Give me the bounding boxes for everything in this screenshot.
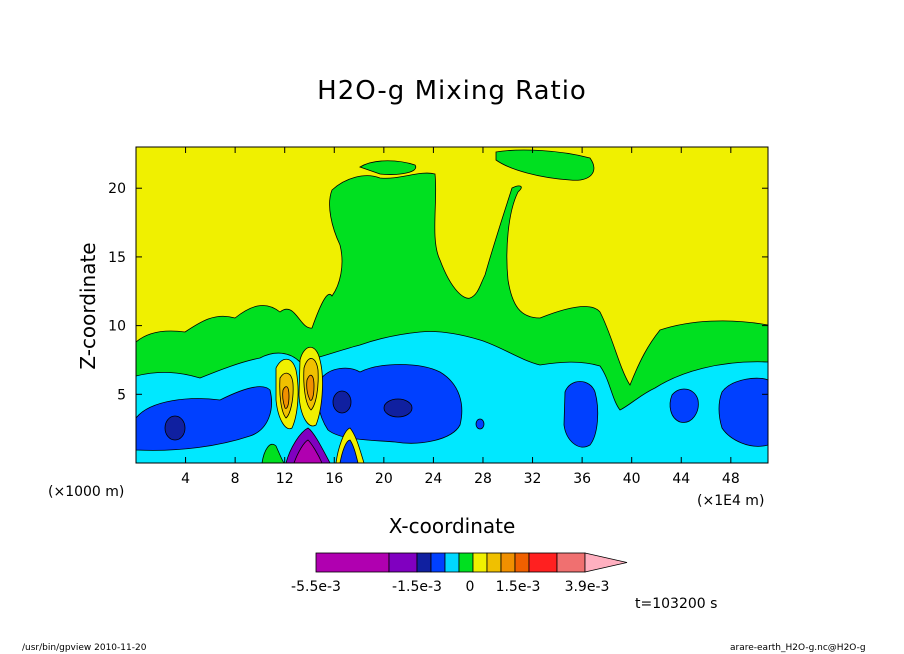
x-unit-left: (×1000 m) bbox=[48, 484, 125, 500]
colorbar-arrow bbox=[584, 552, 628, 573]
time-label: t=103200 s bbox=[635, 596, 718, 612]
region-blue-core-right1 bbox=[563, 381, 599, 448]
plot-frame bbox=[135, 146, 769, 464]
colorbar-swatch bbox=[458, 552, 474, 573]
region-darkblue-core-3 bbox=[383, 398, 413, 418]
colorbar-label: -5.5e-3 bbox=[291, 579, 341, 595]
x-tick-label: 40 bbox=[623, 471, 641, 487]
region-green-wisp-mid bbox=[359, 160, 417, 175]
x-tick-label: 32 bbox=[524, 471, 542, 487]
colorbar-swatch bbox=[315, 552, 390, 573]
x-axis-label: X-coordinate bbox=[388, 514, 516, 538]
region-blue-speck bbox=[475, 418, 485, 430]
contour-fill-group bbox=[136, 147, 768, 463]
x-ticks-group: 4 8 12 16 20 24 28 32 36 40 44 48 bbox=[181, 147, 740, 487]
region-surface-mix bbox=[261, 443, 285, 463]
region-blue-core-right2 bbox=[669, 388, 699, 423]
x-tick-label: 36 bbox=[573, 471, 591, 487]
footer-right: arare-earth_H2O-g.nc@H2O-g bbox=[730, 643, 866, 653]
y-tick-label: 20 bbox=[108, 181, 126, 197]
region-surface-mix-3 bbox=[339, 439, 359, 463]
y-ticks-group: 5 10 15 20 bbox=[108, 181, 768, 403]
colorbar-swatch bbox=[514, 552, 530, 573]
colorbar-label: -1.5e-3 bbox=[392, 579, 442, 595]
colorbar-swatch bbox=[486, 552, 502, 573]
colorbar-swatch bbox=[430, 552, 446, 573]
colorbar-swatch bbox=[388, 552, 418, 573]
colorbar-swatch bbox=[556, 552, 586, 573]
y-tick-label: 5 bbox=[117, 387, 126, 403]
region-orange-plume-d bbox=[306, 374, 315, 401]
colorbar-swatch bbox=[472, 552, 488, 573]
colorbar-swatch bbox=[416, 552, 432, 573]
colorbar-label: 1.5e-3 bbox=[496, 579, 541, 595]
x-tick-label: 20 bbox=[375, 471, 393, 487]
region-orange-plume-b bbox=[282, 386, 290, 409]
y-tick-label: 10 bbox=[108, 319, 126, 335]
x-tick-label: 48 bbox=[722, 471, 740, 487]
region-magenta-base bbox=[293, 439, 323, 463]
chart-title: H2O-g Mixing Ratio bbox=[317, 76, 587, 106]
x-tick-label: 28 bbox=[474, 471, 492, 487]
colorbar-swatch bbox=[444, 552, 460, 573]
x-tick-label: 4 bbox=[181, 471, 190, 487]
region-darkblue-core-2 bbox=[332, 390, 352, 414]
region-green-wisp-upper bbox=[495, 149, 595, 181]
x-unit-right: (×1E4 m) bbox=[697, 493, 765, 509]
x-tick-label: 8 bbox=[231, 471, 240, 487]
colorbar-group: -5.5e-3 -1.5e-3 0 1.5e-3 3.9e-3 bbox=[291, 552, 628, 595]
colorbar-swatch bbox=[528, 552, 558, 573]
region-blue-core-right3 bbox=[718, 377, 768, 447]
footer-left: /usr/bin/gpview 2010-11-20 bbox=[22, 643, 147, 653]
colorbar-label: 0 bbox=[466, 579, 475, 595]
x-tick-label: 44 bbox=[672, 471, 690, 487]
region-darkblue-core-1 bbox=[164, 415, 186, 441]
y-tick-label: 15 bbox=[108, 250, 126, 266]
x-tick-label: 16 bbox=[325, 471, 343, 487]
x-tick-label: 12 bbox=[276, 471, 294, 487]
colorbar-label: 3.9e-3 bbox=[565, 579, 610, 595]
x-tick-label: 24 bbox=[424, 471, 442, 487]
colorbar-swatch bbox=[500, 552, 516, 573]
